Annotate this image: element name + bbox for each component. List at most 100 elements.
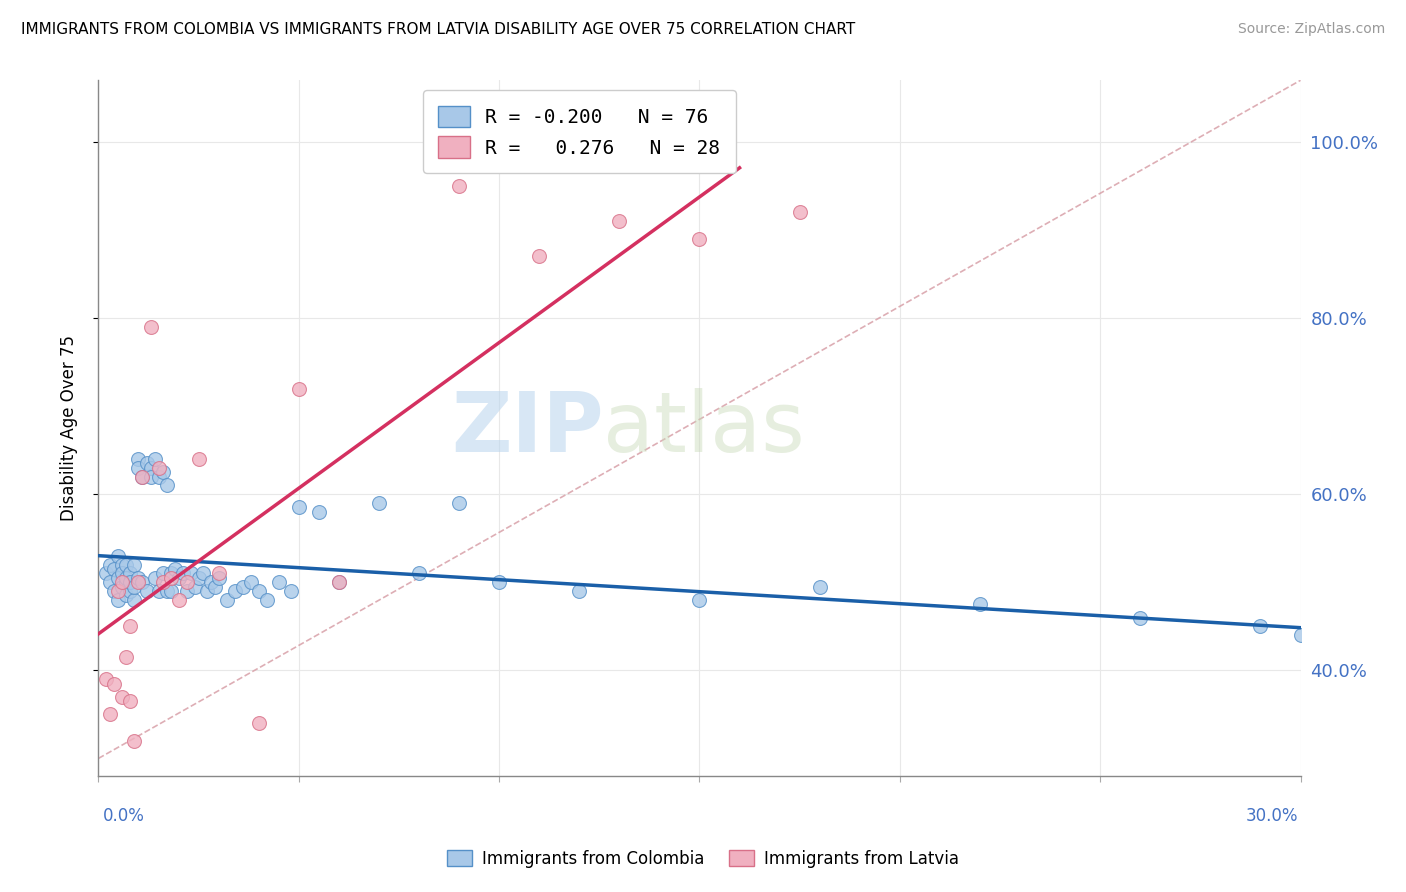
Point [159,566,181,581]
Point [120,566,142,581]
Point [139,460,162,475]
Point [111,690,134,704]
Point [183,580,205,594]
Point [204,580,226,594]
Point [115,650,138,665]
Point [143,452,166,467]
Point [529,249,551,263]
Point [288,500,311,515]
Point [247,716,270,731]
Point [152,575,174,590]
Point [128,460,150,475]
Point [128,571,150,585]
Point [1249,619,1271,633]
Point [447,496,470,510]
Point [187,452,209,467]
Point [111,575,134,590]
Point [1309,632,1331,647]
Point [120,575,142,590]
Text: ZIP: ZIP [451,388,603,468]
Point [328,575,350,590]
Point [100,558,122,572]
Point [488,575,510,590]
Point [107,593,129,607]
Point [131,469,153,483]
Point [256,593,278,607]
Point [163,562,186,576]
Legend: Immigrants from Colombia, Immigrants from Latvia: Immigrants from Colombia, Immigrants fro… [440,844,966,875]
Point [103,584,125,599]
Point [1129,610,1152,624]
Point [408,566,430,581]
Point [148,469,170,483]
Point [131,469,153,483]
Point [128,452,150,467]
Point [96,566,118,581]
Point [143,571,166,585]
Text: 0.0%: 0.0% [103,807,145,825]
Text: 30.0%: 30.0% [1246,807,1298,825]
Point [172,566,194,581]
Point [148,460,170,475]
Text: Source: ZipAtlas.com: Source: ZipAtlas.com [1237,22,1385,37]
Point [115,558,138,572]
Point [247,584,270,599]
Point [124,580,146,594]
Point [208,571,231,585]
Point [139,319,162,334]
Point [969,597,991,611]
Point [1289,628,1312,642]
Point [568,584,591,599]
Point [103,562,125,576]
Point [111,566,134,581]
Point [808,580,831,594]
Point [115,571,138,585]
Point [107,549,129,563]
Point [152,465,174,479]
Point [159,584,181,599]
Point [96,672,118,686]
Point [789,205,811,219]
Point [176,575,198,590]
Point [152,566,174,581]
Point [111,558,134,572]
Point [124,558,146,572]
Point [167,571,190,585]
Point [609,214,631,228]
Point [239,575,262,590]
Point [107,571,129,585]
Point [224,584,246,599]
Text: atlas: atlas [603,388,806,468]
Point [368,496,391,510]
Point [131,575,153,590]
Point [187,571,209,585]
Point [689,232,711,246]
Legend: R = -0.200   N = 76, R =   0.276   N = 28: R = -0.200 N = 76, R = 0.276 N = 28 [423,90,735,173]
Point [191,566,214,581]
Point [111,580,134,594]
Point [120,584,142,599]
Text: IMMIGRANTS FROM COLOMBIA VS IMMIGRANTS FROM LATVIA DISABILITY AGE OVER 75 CORREL: IMMIGRANTS FROM COLOMBIA VS IMMIGRANTS F… [21,22,855,37]
Point [115,589,138,603]
Point [267,575,290,590]
Point [155,584,177,599]
Point [139,469,162,483]
Point [167,593,190,607]
Point [124,734,146,748]
Point [100,707,122,722]
Point [120,694,142,708]
Point [689,593,711,607]
Point [135,584,157,599]
Point [159,571,181,585]
Point [328,575,350,590]
Point [155,478,177,492]
Point [100,575,122,590]
Point [308,505,330,519]
Point [200,575,222,590]
Point [208,566,231,581]
Point [120,619,142,633]
Point [215,593,238,607]
Point [288,382,311,396]
Point [195,584,218,599]
Point [107,584,129,599]
